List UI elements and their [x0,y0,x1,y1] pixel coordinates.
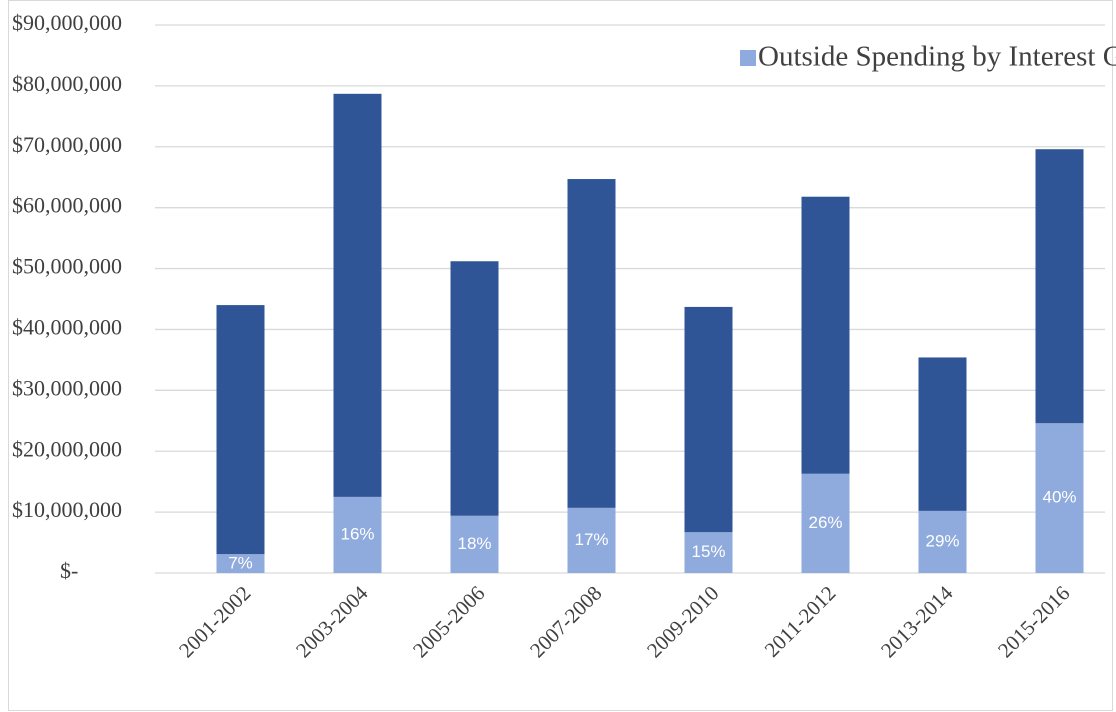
y-tick-label: $50,000,000 [12,254,122,279]
y-tick-label: $20,000,000 [12,436,122,461]
bar-segment [333,93,382,497]
legend-label: Outside Spending by Interest Groups [758,41,1116,73]
bar-segment [918,357,967,511]
percent-label: 7% [228,553,253,572]
bar-segment [450,261,499,516]
y-tick-label: $90,000,000 [12,10,122,35]
percent-label: 18% [457,534,491,553]
bar-segment [684,306,733,533]
bar-segment [918,510,967,573]
y-tick-label: $40,000,000 [12,314,122,339]
y-tick-label: $60,000,000 [12,193,122,218]
chart-frame [8,0,1113,711]
bar-segment [567,179,616,508]
bar-segment [216,554,265,573]
bar-segment [1035,149,1084,424]
y-tick-label: $80,000,000 [12,71,122,96]
legend-swatch [740,50,756,66]
percent-label: 15% [691,542,725,561]
percent-label: 29% [925,531,959,550]
bar-segment [450,515,499,573]
bar-segment [801,196,850,474]
y-tick-label: $- [60,558,78,583]
percent-label: 26% [808,513,842,532]
bar-segment [216,305,265,555]
bar-segment [567,507,616,573]
bar-segment [1035,423,1084,573]
y-tick-label: $30,000,000 [12,375,122,400]
bar-segment [333,496,382,573]
bar-segment [684,532,733,573]
y-tick-label: $70,000,000 [12,132,122,157]
percent-label: 17% [574,530,608,549]
y-tick-label: $10,000,000 [12,497,122,522]
percent-label: 40% [1042,488,1076,507]
percent-label: 16% [340,524,374,543]
bar-segment [801,473,850,573]
